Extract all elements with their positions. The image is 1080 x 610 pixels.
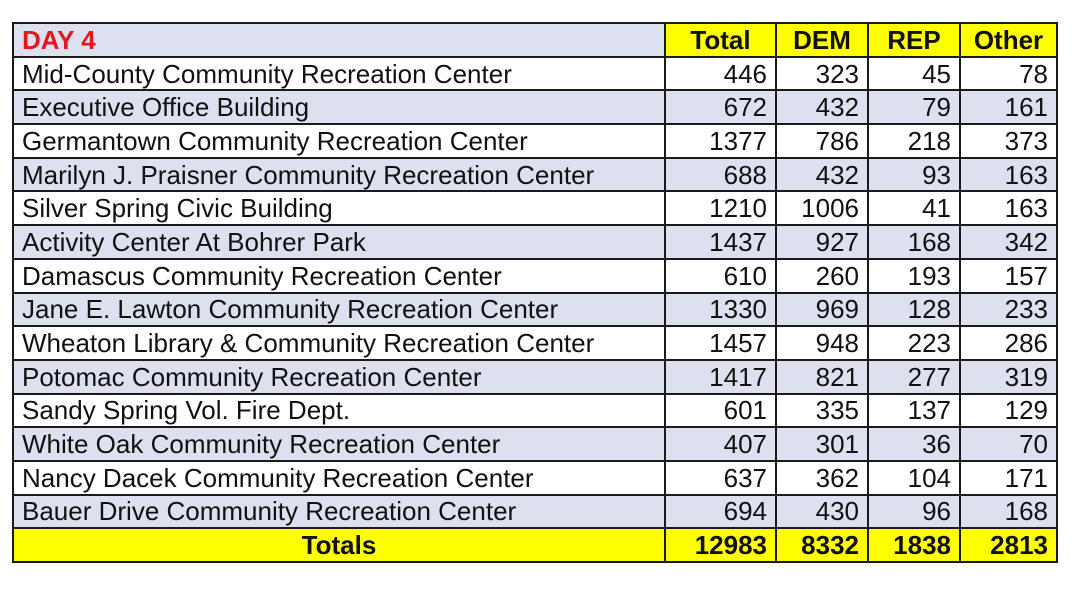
- dem-cell: 1006: [775, 190, 869, 227]
- table-row: Damascus Community Recreation Center 610…: [12, 257, 1058, 294]
- dem-cell: 301: [775, 426, 869, 462]
- table-row: Marilyn J. Praisner Community Recreation…: [12, 156, 1058, 193]
- total-cell: 1437: [664, 224, 777, 260]
- other-cell: 233: [959, 291, 1058, 328]
- rep-cell: 45: [867, 55, 961, 92]
- location-name: Mid-County Community Recreation Center: [12, 55, 666, 92]
- dem-cell: 927: [775, 224, 869, 260]
- early-voting-table: DAY 4 Total DEM REP Other Mid-County Com…: [12, 22, 1058, 563]
- total-cell: 688: [664, 156, 777, 193]
- location-name: Silver Spring Civic Building: [12, 190, 666, 227]
- rep-cell: 193: [867, 257, 961, 294]
- column-header-total: Total: [664, 22, 777, 58]
- other-cell: 78: [959, 55, 1058, 92]
- total-cell: 1377: [664, 123, 777, 159]
- header-row: DAY 4 Total DEM REP Other: [12, 22, 1058, 58]
- location-name: Executive Office Building: [12, 89, 666, 126]
- total-cell: 601: [664, 392, 777, 429]
- table-row: Jane E. Lawton Community Recreation Cent…: [12, 291, 1058, 328]
- table-row: Sandy Spring Vol. Fire Dept. 601 335 137…: [12, 392, 1058, 429]
- location-name: Activity Center At Bohrer Park: [12, 224, 666, 260]
- dem-cell: 362: [775, 459, 869, 496]
- dem-sum: 8332: [775, 527, 869, 563]
- dem-cell: 323: [775, 55, 869, 92]
- column-header-other: Other: [959, 22, 1058, 58]
- day-label: DAY 4: [12, 22, 666, 58]
- table-row: Activity Center At Bohrer Park 1437 927 …: [12, 224, 1058, 260]
- rep-cell: 218: [867, 123, 961, 159]
- rep-cell: 41: [867, 190, 961, 227]
- location-name: Germantown Community Recreation Center: [12, 123, 666, 159]
- rep-cell: 277: [867, 358, 961, 395]
- totals-row: Totals 12983 8332 1838 2813: [12, 527, 1058, 563]
- total-cell: 1330: [664, 291, 777, 328]
- rep-cell: 137: [867, 392, 961, 429]
- other-cell: 163: [959, 190, 1058, 227]
- total-cell: 407: [664, 426, 777, 462]
- dem-cell: 430: [775, 493, 869, 530]
- table-row: Mid-County Community Recreation Center 4…: [12, 55, 1058, 92]
- location-name: Potomac Community Recreation Center: [12, 358, 666, 395]
- table-row: Potomac Community Recreation Center 1417…: [12, 358, 1058, 395]
- dem-cell: 432: [775, 89, 869, 126]
- table-row: Nancy Dacek Community Recreation Center …: [12, 459, 1058, 496]
- dem-cell: 821: [775, 358, 869, 395]
- table-row: White Oak Community Recreation Center 40…: [12, 426, 1058, 462]
- rep-cell: 93: [867, 156, 961, 193]
- location-name: White Oak Community Recreation Center: [12, 426, 666, 462]
- table-row: Wheaton Library & Community Recreation C…: [12, 325, 1058, 361]
- dem-cell: 260: [775, 257, 869, 294]
- other-cell: 373: [959, 123, 1058, 159]
- total-cell: 1457: [664, 325, 777, 361]
- location-name: Nancy Dacek Community Recreation Center: [12, 459, 666, 496]
- other-cell: 70: [959, 426, 1058, 462]
- total-cell: 694: [664, 493, 777, 530]
- other-cell: 168: [959, 493, 1058, 530]
- rep-sum: 1838: [867, 527, 961, 563]
- other-sum: 2813: [959, 527, 1058, 563]
- dem-cell: 948: [775, 325, 869, 361]
- total-sum: 12983: [664, 527, 777, 563]
- other-cell: 171: [959, 459, 1058, 496]
- rep-cell: 36: [867, 426, 961, 462]
- rep-cell: 96: [867, 493, 961, 530]
- totals-label: Totals: [12, 527, 666, 563]
- other-cell: 163: [959, 156, 1058, 193]
- rep-cell: 168: [867, 224, 961, 260]
- other-cell: 161: [959, 89, 1058, 126]
- other-cell: 286: [959, 325, 1058, 361]
- dem-cell: 969: [775, 291, 869, 328]
- column-header-rep: REP: [867, 22, 961, 58]
- column-header-dem: DEM: [775, 22, 869, 58]
- table-row: Silver Spring Civic Building 1210 1006 4…: [12, 190, 1058, 227]
- location-name: Wheaton Library & Community Recreation C…: [12, 325, 666, 361]
- other-cell: 342: [959, 224, 1058, 260]
- table-row: Germantown Community Recreation Center 1…: [12, 123, 1058, 159]
- rep-cell: 223: [867, 325, 961, 361]
- location-name: Marilyn J. Praisner Community Recreation…: [12, 156, 666, 193]
- other-cell: 129: [959, 392, 1058, 429]
- other-cell: 157: [959, 257, 1058, 294]
- table-row: Executive Office Building 672 432 79 161: [12, 89, 1058, 126]
- total-cell: 610: [664, 257, 777, 294]
- rep-cell: 128: [867, 291, 961, 328]
- total-cell: 1210: [664, 190, 777, 227]
- table-row: Bauer Drive Community Recreation Center …: [12, 493, 1058, 530]
- rep-cell: 79: [867, 89, 961, 126]
- total-cell: 1417: [664, 358, 777, 395]
- dem-cell: 335: [775, 392, 869, 429]
- rep-cell: 104: [867, 459, 961, 496]
- total-cell: 446: [664, 55, 777, 92]
- location-name: Sandy Spring Vol. Fire Dept.: [12, 392, 666, 429]
- total-cell: 637: [664, 459, 777, 496]
- total-cell: 672: [664, 89, 777, 126]
- dem-cell: 432: [775, 156, 869, 193]
- location-name: Bauer Drive Community Recreation Center: [12, 493, 666, 530]
- dem-cell: 786: [775, 123, 869, 159]
- location-name: Damascus Community Recreation Center: [12, 257, 666, 294]
- other-cell: 319: [959, 358, 1058, 395]
- location-name: Jane E. Lawton Community Recreation Cent…: [12, 291, 666, 328]
